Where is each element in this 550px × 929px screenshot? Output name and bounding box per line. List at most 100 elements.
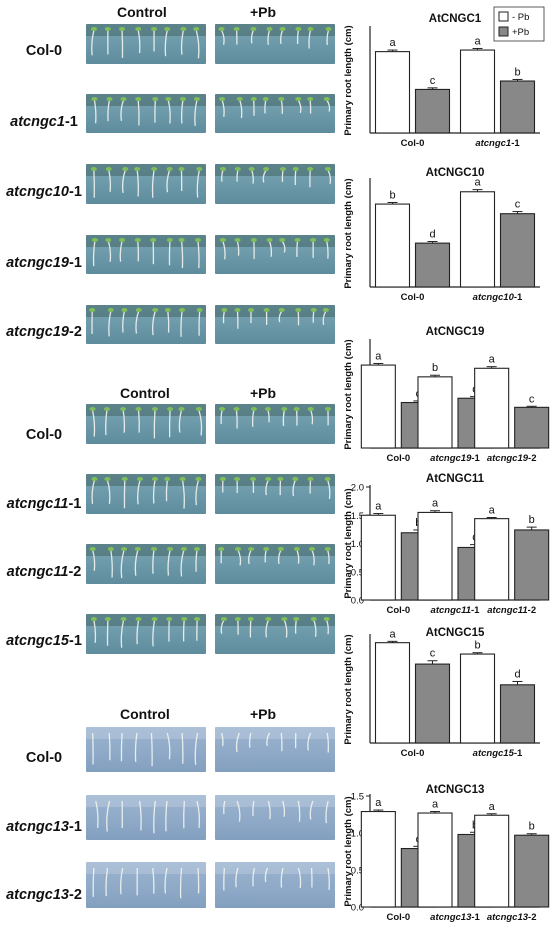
bar [414, 88, 451, 134]
legend-label-pb: +Pb [512, 27, 529, 38]
pb-seedling-photo [215, 727, 335, 772]
bar [459, 653, 496, 744]
bar [474, 814, 510, 908]
pb-seedling-photo [215, 305, 335, 344]
x-tick-label: Col-0 [386, 605, 410, 616]
chart-title: AtCNGC19 [426, 326, 485, 338]
x-tick-label: atcngc19-1 [430, 453, 480, 464]
y-tick-label: 0.5 [351, 866, 364, 877]
bar [360, 810, 396, 908]
bar [417, 812, 453, 908]
control-seedling-photo [86, 24, 206, 64]
bar [417, 511, 453, 601]
significance-letter: a [432, 498, 439, 510]
panel3-treatment-header: +Pb [250, 706, 277, 722]
pb-seedling-photo [215, 614, 335, 654]
significance-letter: a [375, 350, 382, 362]
x-tick-label: atcngc13-1 [430, 912, 480, 923]
y-tick-label: 1.0 [351, 539, 364, 550]
chart-title: AtCNGC1 [429, 13, 482, 25]
control-seedling-photo [86, 795, 206, 840]
x-tick-label: atcngc19-2 [487, 453, 537, 464]
y-axis-label: Primary root length (cm) [343, 25, 354, 135]
bar [459, 191, 496, 288]
row-label: Col-0 [25, 750, 63, 766]
significance-letter: a [375, 501, 382, 513]
legend-label-control: - Pb [512, 12, 529, 23]
significance-letter: b [514, 66, 520, 78]
bar [414, 242, 451, 288]
x-tick-label: Col-0 [386, 453, 410, 464]
significance-letter: a [389, 37, 396, 49]
control-seedling-photo [86, 474, 206, 514]
pb-seedling-photo [215, 24, 335, 64]
bar [514, 529, 550, 601]
row-label: atcngc13-2 [6, 887, 82, 903]
x-tick-label: atcngc10-1 [473, 292, 523, 303]
x-tick-label: atcngc11-2 [487, 605, 536, 616]
chart-title: AtCNGC11 [426, 473, 485, 485]
chart-title: AtCNGC15 [426, 627, 485, 639]
significance-letter: c [430, 75, 436, 87]
row-label: atcngc1-1 [10, 114, 78, 130]
chart-2: AtCNGC19 Primary root length (cm) Col-0 a c a… [343, 326, 550, 464]
significance-letter: a [489, 505, 496, 517]
significance-letter: a [375, 797, 382, 809]
significance-letter: c [529, 393, 535, 405]
bar [374, 203, 411, 288]
significance-letter: a [489, 801, 496, 813]
y-tick-label: 1.0 [351, 829, 364, 840]
legend-swatch-pb [498, 26, 509, 37]
pb-seedling-photo [215, 474, 335, 514]
row-label: atcngc11-2 [6, 564, 82, 580]
significance-letter: d [429, 229, 435, 241]
significance-letter: d [514, 668, 520, 680]
y-axis-label: Primary root length (cm) [343, 488, 354, 598]
control-seedling-photo [86, 235, 206, 274]
significance-letter: a [474, 35, 481, 47]
significance-letter: a [474, 177, 481, 189]
panel2-control-header: Control [120, 385, 170, 401]
y-tick-label: 1.5 [351, 511, 364, 522]
pb-seedling-photo [215, 94, 335, 133]
significance-letter: b [529, 821, 535, 833]
bar [474, 367, 510, 449]
y-tick-label: 0.0 [351, 903, 364, 914]
bar [499, 80, 536, 134]
y-axis-label: Primary root length (cm) [343, 634, 354, 744]
bar [374, 642, 411, 744]
y-tick-label: 1.5 [351, 792, 364, 803]
x-tick-label: Col-0 [401, 138, 425, 149]
chart-3: AtCNGC11 Primary root length (cm)0.0 0.5 1.… [343, 473, 550, 616]
x-tick-label: Col-0 [401, 292, 425, 303]
significance-letter: b [389, 189, 395, 201]
bar [499, 213, 536, 288]
pb-seedling-photo [215, 164, 335, 204]
chart-0: AtCNGC1 Primary root length (cm) Col-0 a c at… [343, 13, 540, 149]
bar [360, 514, 396, 601]
row-label: atcngc15-1 [6, 633, 82, 649]
y-tick-label: 0.0 [351, 596, 364, 607]
y-tick-label: 2.0 [351, 483, 364, 494]
row-label: atcngc19-1 [6, 255, 82, 271]
panel3-control-header: Control [120, 706, 170, 722]
significance-letter: b [432, 362, 438, 374]
row-label: atcngc19-2 [6, 324, 82, 340]
bar [514, 406, 550, 449]
bar [374, 51, 411, 134]
panel2-treatment-header: +Pb [250, 385, 277, 401]
pb-seedling-photo [215, 544, 335, 584]
pb-seedling-photo [215, 795, 335, 840]
y-axis-label: Primary root length (cm) [343, 796, 354, 906]
chart-1: AtCNGC10 Primary root length (cm) Col-0 b d a… [343, 167, 540, 303]
panel1-control-header: Control [117, 4, 167, 20]
panel1-treatment-header: +Pb [250, 4, 277, 20]
control-seedling-photo [86, 305, 206, 344]
bar [459, 49, 496, 134]
x-tick-label: atcngc13-2 [487, 912, 537, 923]
chart-5: AtCNGC13 Primary root length (cm)0.0 0.5 1.… [343, 784, 550, 923]
pb-seedling-photo [215, 862, 335, 908]
control-seedling-photo [86, 727, 206, 772]
pb-seedling-photo [215, 235, 335, 274]
y-axis-label: Primary root length (cm) [343, 178, 354, 288]
